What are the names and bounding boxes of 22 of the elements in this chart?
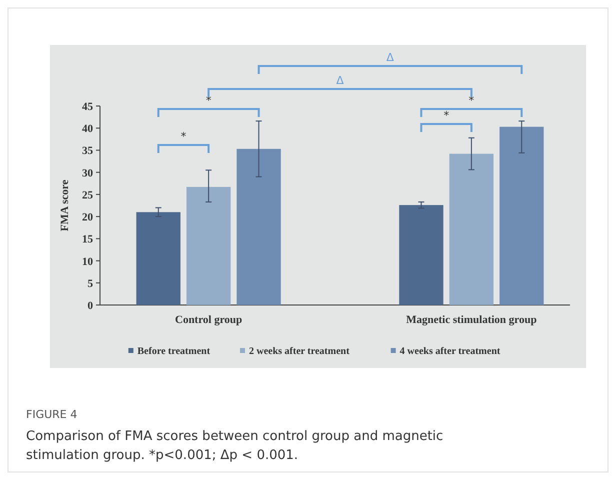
annotation: * [180,130,187,143]
y-tick-label: 30 [82,167,94,180]
y-tick-label: 25 [82,189,94,202]
legend-label: Before treatment [137,346,211,357]
text: Comparison of FMA scores between control group and magnetic stimulation group. *p<0.001; Δp < 0.001. [26,429,444,463]
y-tick-label: 40 [82,123,94,136]
y-tick-label: 45 [82,101,94,113]
y-tick-label: 0 [88,300,94,312]
x-tick-label: Control group [175,314,242,326]
y-tick-label: 35 [82,145,94,158]
x-tick-label: Magnetic stimulation group [406,314,537,326]
caption: FIGURE 4 [26,408,78,421]
legend-label: 4 weeks after treatment [400,346,501,357]
y-tick-label: 20 [82,212,94,224]
y-tick-label: 15 [82,234,94,246]
text: Δ [336,74,344,87]
y-tick-label: 10 [82,256,94,268]
annotation: * [444,109,450,122]
y-axis-title: FMA score [59,180,71,232]
y-tick-label: 5 [88,278,94,290]
legend-label: 2 weeks after treatment [249,346,350,357]
text: Δ [386,51,394,64]
